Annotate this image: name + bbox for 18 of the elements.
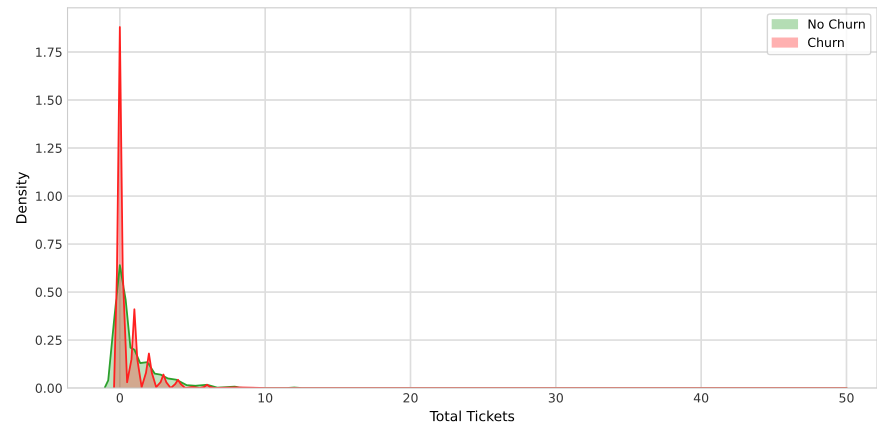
y-tick-label: 0.25 — [36, 336, 62, 345]
y-tick-label: 1.50 — [36, 95, 62, 105]
x-tick-label: 40 — [694, 393, 708, 403]
x-tick-label: 0 — [116, 393, 123, 403]
legend-label: Churn — [808, 37, 844, 48]
y-tick-label: 0.75 — [36, 240, 62, 249]
y-tick-label: 1.75 — [36, 48, 62, 57]
x-axis-title: Total Tickets — [430, 410, 514, 422]
y-tick-label: 1.25 — [36, 143, 62, 153]
x-tick-label: 10 — [258, 393, 272, 403]
y-axis-title: Density — [16, 172, 30, 223]
y-tick-label: 0.50 — [36, 288, 62, 297]
legend-label: No Churn — [808, 19, 865, 29]
y-tick-label: 0.00 — [36, 384, 62, 393]
x-tick-label: 30 — [548, 393, 563, 403]
y-tick-label: 1.00 — [36, 191, 62, 201]
x-tick-label: 20 — [403, 393, 418, 403]
x-tick-label: 50 — [839, 393, 854, 403]
